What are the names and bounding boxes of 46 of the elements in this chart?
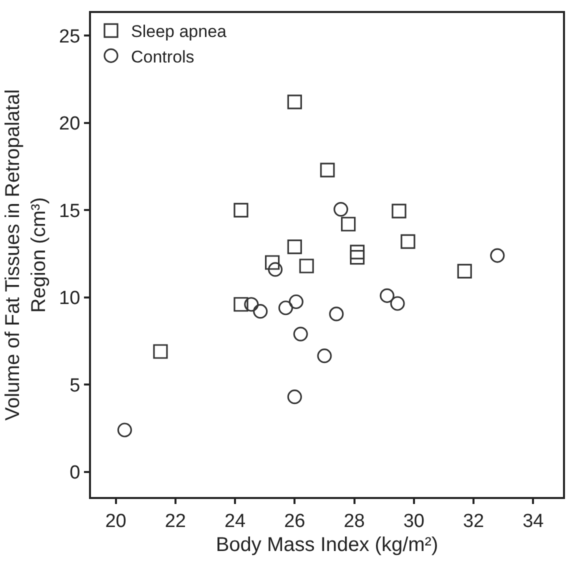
x-tick-label: 22 bbox=[164, 510, 186, 532]
point bbox=[253, 304, 268, 319]
x-tick-label: 34 bbox=[522, 510, 544, 532]
point bbox=[334, 202, 348, 217]
y-tick-label: 20 bbox=[59, 114, 80, 135]
point bbox=[268, 262, 283, 277]
point bbox=[287, 390, 302, 404]
x-tick-label: 32 bbox=[462, 510, 484, 532]
point bbox=[287, 94, 302, 110]
point bbox=[490, 248, 505, 263]
x-tick-label: 26 bbox=[284, 510, 306, 532]
y-tick-label: 25 bbox=[59, 26, 80, 48]
point bbox=[264, 255, 280, 270]
legend-label: Sleep apnea bbox=[131, 22, 228, 42]
point bbox=[299, 258, 314, 274]
x-axis-title: Body Mass Index (kg/m²) bbox=[216, 534, 438, 556]
point bbox=[390, 296, 405, 311]
point bbox=[329, 306, 344, 322]
point bbox=[278, 300, 293, 316]
y-axis-title: Volume of Fat Tissues in Retropalatal Region (cm³) bbox=[2, 89, 50, 421]
point bbox=[350, 244, 365, 260]
point bbox=[234, 297, 248, 312]
point bbox=[117, 422, 132, 438]
point bbox=[288, 294, 304, 310]
point bbox=[400, 234, 416, 249]
y-tick-label: 5 bbox=[70, 375, 80, 396]
y-tick-label: 10 bbox=[59, 288, 80, 310]
point bbox=[380, 288, 394, 303]
point bbox=[457, 264, 472, 279]
point bbox=[153, 344, 168, 359]
point bbox=[392, 204, 406, 218]
point bbox=[293, 326, 308, 342]
point bbox=[287, 240, 302, 254]
point bbox=[244, 297, 259, 312]
x-tick-label: 20 bbox=[105, 510, 126, 532]
point bbox=[320, 162, 335, 178]
point bbox=[341, 216, 356, 232]
point bbox=[317, 348, 332, 364]
x-tick-label: 28 bbox=[344, 510, 365, 532]
x-tick-label: 30 bbox=[403, 510, 424, 532]
x-tick-label: 24 bbox=[224, 510, 246, 532]
point bbox=[234, 202, 248, 218]
point bbox=[350, 250, 365, 265]
y-tick-label: 15 bbox=[59, 200, 80, 222]
y-tick-label: 0 bbox=[70, 462, 80, 484]
legend-label: Controls bbox=[131, 47, 194, 66]
